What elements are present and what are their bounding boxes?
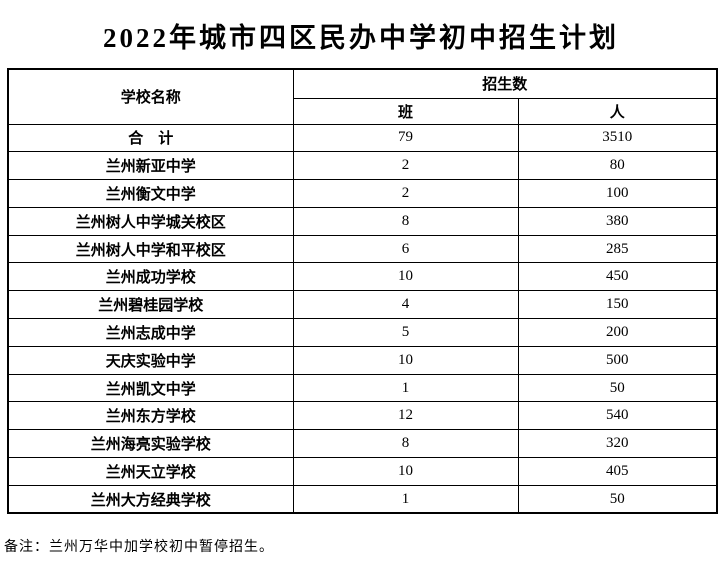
school-name-cell: 兰州凯文中学 [7, 373, 294, 403]
footer-note: 备注：兰州万华中加学校初中暂停招生。 [4, 540, 274, 555]
school-name-cell: 兰州东方学校 [7, 401, 294, 431]
table-row: 兰州树人中学城关校区 8 380 [7, 206, 718, 236]
table-body: 合 计 79 3510 兰州新亚中学 2 80 兰州衡文中学 2 100 兰州树… [7, 123, 718, 514]
people-cell: 100 [517, 179, 718, 208]
page-title: 2022年城市四区民办中学初中招生计划 [103, 23, 619, 53]
header-school-name: 学校名称 [7, 68, 294, 125]
people-cell: 380 [517, 206, 718, 236]
header-row-1: 学校名称 招生数 [7, 68, 718, 125]
school-name-cell: 兰州志成中学 [7, 318, 294, 347]
school-name-cell: 兰州树人中学和平校区 [7, 234, 294, 264]
people-cell: 80 [517, 151, 718, 181]
table-row: 天庆实验中学 10 500 [7, 345, 718, 375]
classes-cell: 10 [292, 262, 519, 292]
classes-cell: 1 [292, 373, 519, 403]
school-name-cell: 兰州海亮实验学校 [7, 429, 294, 459]
school-name-cell: 兰州碧桂园学校 [7, 290, 294, 320]
classes-cell: 5 [292, 318, 519, 347]
classes-cell: 4 [292, 290, 519, 320]
table-header: 学校名称 招生数 班 人 [7, 68, 718, 125]
table-row: 兰州大方经典学校 1 50 [7, 484, 718, 514]
header-enrollment-group: 招生数 [292, 68, 718, 99]
classes-cell: 10 [292, 457, 519, 486]
people-cell: 150 [517, 290, 718, 320]
classes-cell: 79 [292, 123, 519, 153]
classes-cell: 8 [292, 429, 519, 459]
table-row: 兰州树人中学和平校区 6 285 [7, 234, 718, 264]
table-row: 兰州海亮实验学校 8 320 [7, 429, 718, 459]
table-row: 兰州成功学校 10 450 [7, 262, 718, 292]
people-cell: 405 [517, 457, 718, 486]
people-cell: 200 [517, 318, 718, 347]
classes-cell: 10 [292, 345, 519, 375]
table-row: 兰州志成中学 5 200 [7, 318, 718, 347]
table-row: 兰州天立学校 10 405 [7, 457, 718, 486]
people-cell: 285 [517, 234, 718, 264]
school-name-cell: 兰州新亚中学 [7, 151, 294, 181]
school-name-cell: 兰州成功学校 [7, 262, 294, 292]
school-name-cell: 兰州树人中学城关校区 [7, 206, 294, 236]
people-cell: 450 [517, 262, 718, 292]
header-people: 人 [517, 97, 718, 125]
table-row: 兰州东方学校 12 540 [7, 401, 718, 431]
table-row: 兰州凯文中学 1 50 [7, 373, 718, 403]
classes-cell: 6 [292, 234, 519, 264]
header-row-2: 班 人 [8, 97, 718, 125]
table-row: 合 计 79 3510 [7, 123, 718, 153]
school-name-cell: 兰州天立学校 [7, 457, 294, 486]
header-classes: 班 [292, 97, 519, 125]
enrollment-table: 学校名称 招生数 班 人 合 计 79 3510 兰州新亚中学 2 80 兰州衡… [7, 68, 719, 515]
people-cell: 50 [517, 373, 718, 403]
school-name-cell: 兰州大方经典学校 [7, 484, 294, 514]
table-row: 兰州衡文中学 2 100 [7, 179, 718, 208]
classes-cell: 2 [292, 179, 519, 208]
school-name-cell: 合 计 [7, 123, 294, 153]
classes-cell: 2 [292, 151, 519, 181]
people-cell: 320 [517, 429, 718, 459]
people-cell: 50 [517, 484, 718, 514]
table-row: 兰州新亚中学 2 80 [7, 151, 718, 181]
school-name-cell: 天庆实验中学 [7, 345, 294, 375]
table-row: 兰州碧桂园学校 4 150 [7, 290, 718, 320]
people-cell: 500 [517, 345, 718, 375]
people-cell: 3510 [517, 123, 718, 153]
school-name-cell: 兰州衡文中学 [7, 179, 294, 208]
classes-cell: 12 [292, 401, 519, 431]
people-cell: 540 [517, 401, 718, 431]
classes-cell: 1 [292, 484, 519, 514]
classes-cell: 8 [292, 206, 519, 236]
